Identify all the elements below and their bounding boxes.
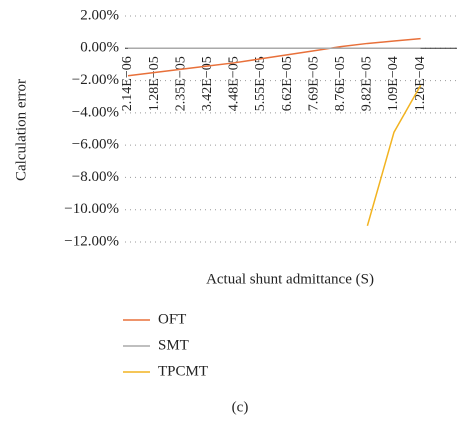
series-line: [366, 85, 422, 227]
x-tick-label: 8.76E−05: [333, 56, 348, 111]
y-tick-label: −8.00%: [72, 169, 119, 185]
series-line: [127, 37, 421, 77]
y-tick-label: −6.00%: [72, 137, 119, 153]
x-tick-label: 1.20E−04: [413, 56, 428, 111]
x-tick-label: 2.35E−05: [173, 56, 188, 111]
y-tick-label: 0.00%: [80, 40, 119, 56]
y-tick-label: −12.00%: [64, 233, 119, 249]
caption: (c): [232, 399, 249, 415]
y-tick-label: −4.00%: [72, 104, 119, 120]
x-tick-label: 2.14E−06: [120, 56, 135, 111]
y-axis-title: Calculation error: [13, 79, 29, 181]
y-tick-label: 2.00%: [80, 7, 119, 23]
legend-label: SMT: [158, 337, 189, 353]
y-tick-label: −10.00%: [64, 201, 119, 217]
x-tick-label: 4.48E−05: [227, 56, 242, 111]
x-axis-title: Actual shunt admittance (S): [206, 271, 374, 287]
x-tick-label: 5.55E−05: [253, 56, 268, 111]
x-tick-label: 3.42E−05: [200, 56, 215, 111]
legend-label: OFT: [158, 311, 186, 327]
legend-label: TPCMT: [158, 363, 208, 379]
x-tick-label: 6.62E−05: [280, 56, 295, 111]
x-tick-label: 1.28E−05: [147, 56, 162, 111]
x-tick-label: 9.82E−05: [360, 56, 375, 111]
x-tick-label: 1.09E−04: [386, 56, 401, 111]
x-tick-label: 7.69E−05: [306, 56, 321, 111]
y-tick-label: −2.00%: [72, 72, 119, 88]
